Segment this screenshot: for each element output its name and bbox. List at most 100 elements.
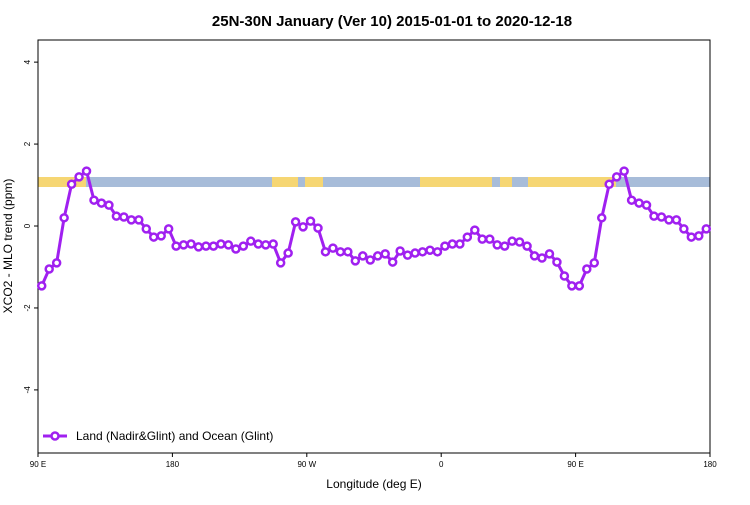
data-point bbox=[104, 200, 114, 210]
data-point bbox=[193, 242, 204, 252]
data-point bbox=[260, 240, 271, 250]
data-point bbox=[74, 172, 84, 182]
data-point bbox=[694, 231, 704, 241]
data-point bbox=[417, 247, 428, 257]
data-point bbox=[552, 257, 562, 267]
y-axis-label: XCO2 - MLO trend (ppm) bbox=[1, 179, 15, 314]
data-point bbox=[111, 211, 122, 221]
data-point bbox=[529, 251, 540, 261]
map-strip bbox=[38, 177, 710, 187]
data-point bbox=[522, 241, 532, 251]
data-point bbox=[387, 257, 398, 267]
data-point bbox=[238, 241, 249, 251]
data-point bbox=[619, 166, 629, 176]
data-point bbox=[582, 264, 592, 274]
data-point bbox=[559, 271, 570, 281]
legend-marker bbox=[50, 431, 60, 441]
data-point bbox=[208, 241, 219, 251]
data-point bbox=[365, 255, 376, 265]
data-point bbox=[544, 249, 555, 259]
data-point bbox=[649, 211, 659, 221]
data-point bbox=[283, 248, 293, 258]
data-point bbox=[402, 250, 413, 260]
data-point bbox=[641, 200, 652, 210]
data-point bbox=[186, 239, 196, 249]
data-point bbox=[96, 198, 107, 208]
data-point bbox=[499, 241, 510, 251]
data-point bbox=[223, 240, 234, 250]
data-point bbox=[141, 224, 152, 234]
data-point bbox=[201, 241, 211, 251]
data-point bbox=[350, 256, 361, 266]
data-point bbox=[679, 224, 689, 234]
data-point bbox=[514, 237, 525, 247]
plot-frame bbox=[37, 39, 711, 454]
x-tick-label: 0 bbox=[439, 460, 444, 469]
data-point bbox=[119, 212, 129, 222]
data-point bbox=[440, 241, 450, 251]
x-tick-label: 90 W bbox=[297, 460, 316, 469]
series-line bbox=[40, 168, 708, 288]
data-point bbox=[171, 241, 181, 251]
x-tick-label: 90 E bbox=[30, 460, 46, 469]
data-point bbox=[596, 213, 607, 223]
data-point bbox=[89, 195, 99, 205]
chart-title: 25N-30N January (Ver 10) 2015-01-01 to 2… bbox=[212, 13, 572, 30]
legend-label: Land (Nadir&Glint) and Ocean (Glint) bbox=[76, 429, 273, 443]
data-point bbox=[290, 217, 301, 227]
data-point bbox=[313, 223, 323, 233]
data-point bbox=[447, 239, 458, 249]
data-point bbox=[163, 224, 174, 234]
data-point bbox=[81, 166, 92, 176]
data-point bbox=[537, 253, 547, 263]
data-point bbox=[634, 198, 644, 208]
data-point bbox=[656, 212, 667, 222]
data-point bbox=[395, 246, 405, 256]
data-point bbox=[148, 232, 159, 242]
data-point bbox=[156, 231, 166, 241]
data-point bbox=[44, 264, 54, 274]
data-point bbox=[574, 281, 585, 291]
data-point bbox=[477, 234, 488, 244]
y-tick-label: -4 bbox=[23, 386, 32, 394]
data-point bbox=[51, 258, 62, 268]
x-tick-label: 90 E bbox=[567, 460, 583, 469]
data-point bbox=[231, 244, 241, 254]
data-point bbox=[253, 239, 264, 249]
data-point bbox=[275, 258, 286, 268]
data-point bbox=[589, 258, 600, 268]
data-point bbox=[567, 281, 577, 291]
x-tick-label: 180 bbox=[703, 460, 717, 469]
data-point bbox=[626, 195, 637, 205]
data-point bbox=[246, 236, 256, 246]
data-point bbox=[611, 172, 622, 182]
data-point bbox=[328, 243, 338, 253]
data-point bbox=[372, 251, 383, 261]
y-tick-label: 0 bbox=[23, 223, 32, 228]
y-tick-label: 2 bbox=[23, 141, 32, 146]
data-point bbox=[664, 215, 674, 225]
data-point bbox=[178, 240, 189, 250]
data-point bbox=[335, 247, 346, 257]
data-point bbox=[425, 245, 435, 255]
data-point bbox=[604, 179, 614, 189]
data-point bbox=[216, 239, 226, 249]
data-point bbox=[268, 239, 278, 249]
data-point bbox=[507, 236, 517, 246]
data-point bbox=[701, 224, 712, 234]
data-point bbox=[455, 239, 465, 249]
data-point bbox=[432, 247, 443, 257]
data-point bbox=[305, 216, 316, 226]
data-point bbox=[462, 232, 473, 242]
data-point bbox=[134, 215, 144, 225]
data-point bbox=[492, 240, 502, 250]
data-point bbox=[66, 179, 77, 189]
y-tick-label: 4 bbox=[23, 59, 32, 64]
data-point bbox=[380, 249, 390, 259]
data-point bbox=[320, 247, 331, 257]
data-point bbox=[343, 247, 353, 257]
data-point bbox=[358, 251, 368, 261]
data-point bbox=[470, 225, 480, 235]
data-point bbox=[126, 215, 137, 225]
